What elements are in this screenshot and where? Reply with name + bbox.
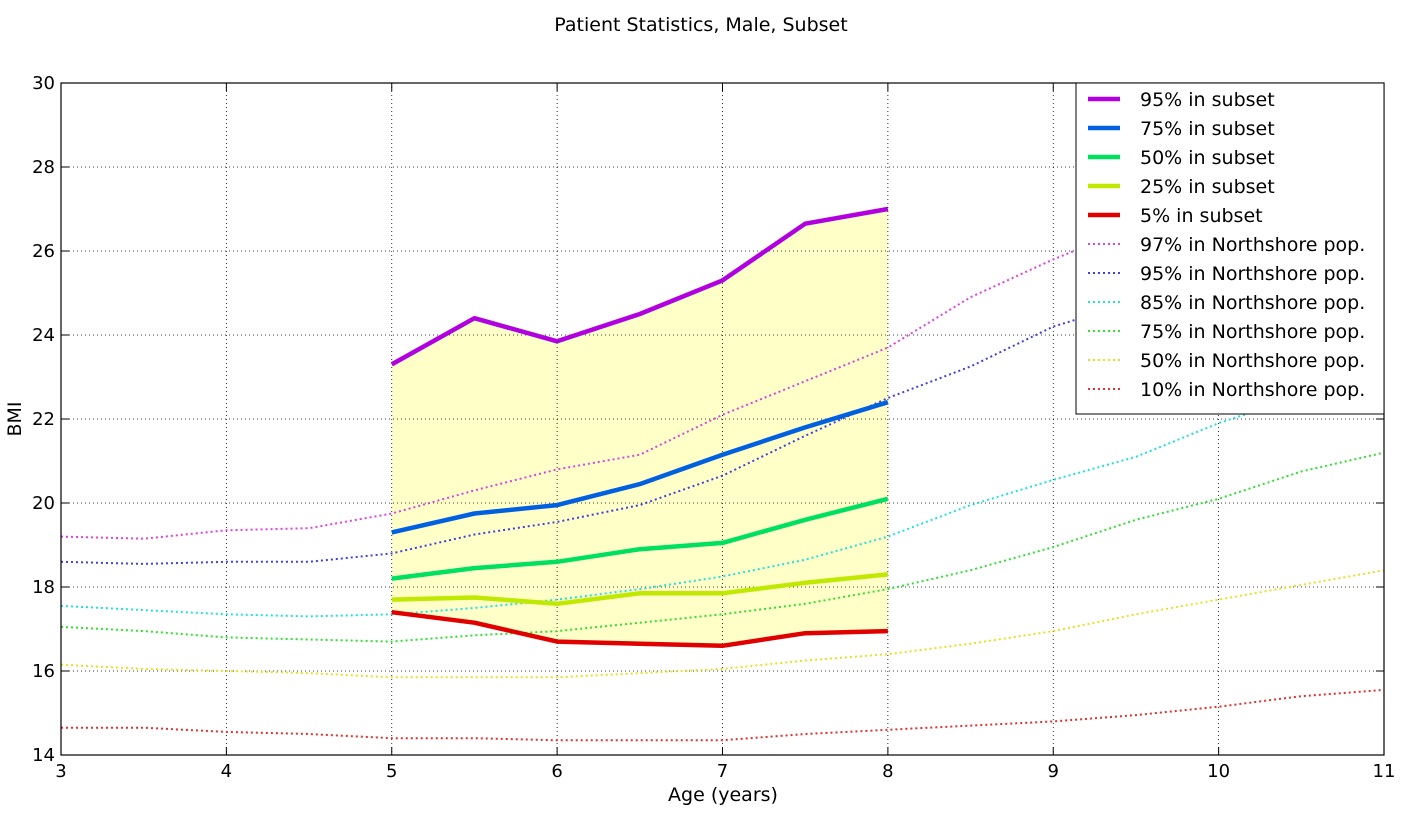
x-tick-label: 6 [551, 761, 562, 782]
series-line-25-in-subset [391, 572, 889, 607]
legend-label-75-in-northshore-pop: 75% in Northshore pop. [1140, 321, 1365, 343]
x-tick-label: 10 [1207, 761, 1230, 782]
legend-label-50-in-subset: 50% in subset [1140, 147, 1275, 169]
legend-label-25-in-subset: 25% in subset [1140, 176, 1275, 198]
x-tick-label: 4 [221, 761, 232, 782]
legend-label-10-in-northshore-pop: 10% in Northshore pop. [1140, 379, 1365, 401]
series-line-95-in-subset [390, 206, 889, 367]
series-line-10-in-northshore-pop [61, 688, 1385, 742]
legend-box [1075, 82, 1385, 415]
legend-label-75-in-subset: 75% in subset [1140, 118, 1275, 140]
y-tick-label: 28 [32, 157, 55, 178]
x-tick-label: 8 [882, 761, 893, 782]
x-tick-label: 7 [717, 761, 728, 782]
y-tick-label: 22 [32, 409, 55, 430]
legend-label-95-in-subset: 95% in subset [1140, 89, 1275, 111]
legend-label-95-in-northshore-pop: 95% in Northshore pop. [1140, 263, 1365, 285]
legend: 95% in subset 75% in subset 50% in subset 2… [1075, 82, 1385, 415]
x-axis-label: Age (years) [668, 784, 778, 806]
subset-range-fill [391, 209, 888, 646]
legend-label-97-in-northshore-pop: 97% in Northshore pop. [1140, 234, 1365, 256]
y-tick-label: 30 [32, 73, 55, 94]
x-tick-label: 11 [1373, 761, 1396, 782]
series-line-95-in-northshore-pop [60, 300, 1137, 565]
x-tick-label: 3 [55, 761, 66, 782]
series-line-50-in-subset [391, 496, 889, 581]
y-axis-label: BMI [4, 401, 26, 436]
series-line-5-in-subset [391, 609, 888, 649]
y-tick-label: 26 [32, 241, 55, 262]
legend-label-85-in-northshore-pop: 85% in Northshore pop. [1140, 292, 1365, 314]
legend-label-5-in-subset: 5% in subset [1140, 205, 1263, 227]
series-line-75-in-subset [391, 400, 889, 535]
x-tick-label: 5 [386, 761, 397, 782]
series-line-75-in-northshore-pop [60, 451, 1385, 643]
y-tick-label: 24 [32, 325, 55, 346]
legend-label-50-in-northshore-pop: 50% in Northshore pop. [1140, 350, 1365, 372]
y-tick-label: 16 [32, 661, 55, 682]
plot-area: 3 4 5 6 7 8 9 10 11 14 16 18 20 22 24 26 28 30 [32, 73, 1395, 782]
series-line-85-in-northshore-pop [60, 394, 1302, 618]
x-tick-label: 9 [1048, 761, 1059, 782]
y-tick-label: 14 [32, 745, 55, 766]
y-tick-label: 18 [32, 577, 55, 598]
series-line-50-in-northshore-pop [60, 569, 1385, 679]
y-tick-label: 20 [32, 493, 55, 514]
series-line-97-in-northshore-pop [60, 224, 1137, 540]
chart-title: Patient Statistics, Male, Subset [554, 14, 847, 36]
